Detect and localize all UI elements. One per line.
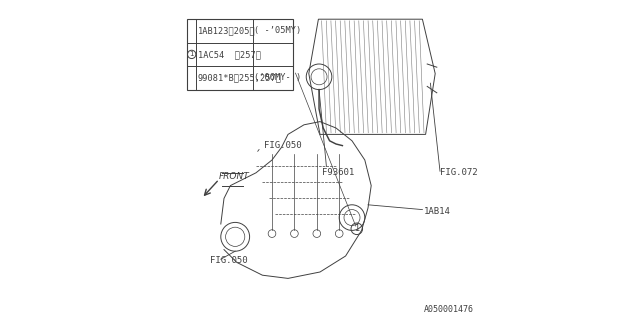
Text: FRONT: FRONT (219, 172, 250, 181)
Text: F93601: F93601 (322, 168, 354, 177)
Text: 1: 1 (354, 224, 360, 233)
Text: 99081*B〈255,257〉: 99081*B〈255,257〉 (198, 73, 282, 82)
Text: FIG.050: FIG.050 (264, 141, 301, 150)
Bar (187, 19, 293, 90)
Text: FIG.050: FIG.050 (210, 256, 247, 265)
Text: 1AC54  〈257〉: 1AC54 〈257〉 (198, 50, 260, 59)
Text: 1AB14: 1AB14 (424, 207, 451, 216)
Text: A050001476: A050001476 (424, 305, 474, 314)
Text: (’06MY- ): (’06MY- ) (254, 73, 301, 82)
Text: ( -’05MY): ( -’05MY) (254, 27, 301, 36)
Text: 1AB123〈205〉: 1AB123〈205〉 (198, 27, 255, 36)
Text: FIG.072: FIG.072 (440, 168, 477, 177)
Text: 1: 1 (189, 52, 194, 57)
